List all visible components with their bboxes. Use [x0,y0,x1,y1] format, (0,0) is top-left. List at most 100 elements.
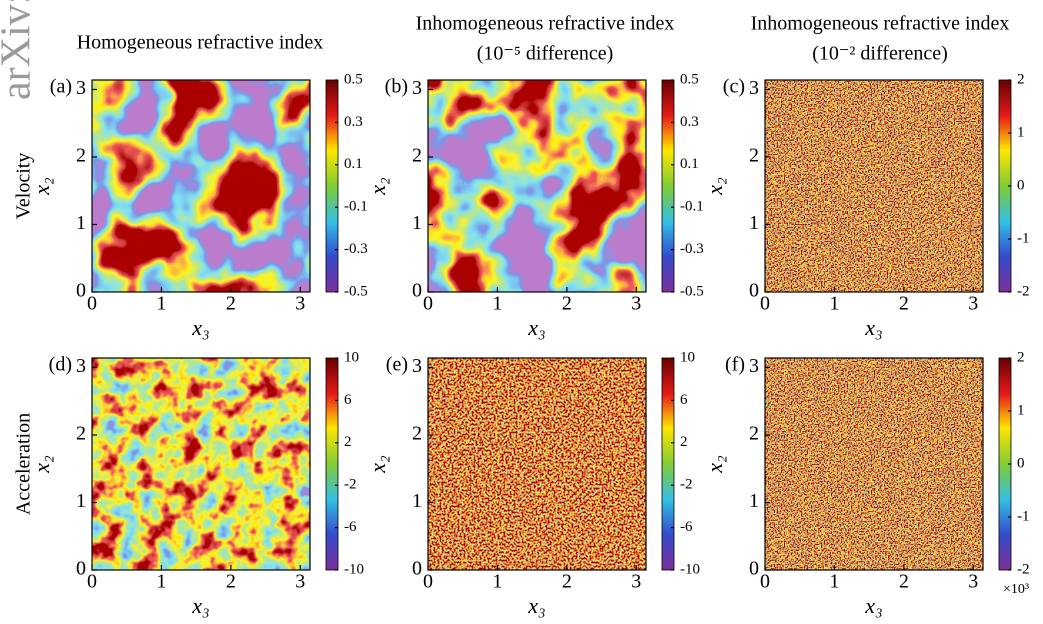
colorbar-tick-label: 0.5 [344,71,363,87]
colorbar-tick-label: 6 [680,392,688,408]
x-tick-label: 0 [423,571,433,593]
y-tick-label: 0 [749,280,759,302]
colorbar-tick-label: 0.1 [680,156,699,172]
colorbar-tick-label: -2 [680,477,693,493]
colorbar-tick-label: 0 [1017,177,1025,193]
x-tick-label: 2 [226,571,236,593]
colorbar-tick-label: -2 [344,477,357,493]
x-tick-label: 1 [156,293,166,315]
y-tick-label: 2 [412,423,422,445]
panel-label: (a) [50,76,72,98]
y-tick-label: 1 [749,212,759,234]
plot-frame [91,357,311,571]
x-tick-label: 2 [899,293,909,315]
colorbar-tick-label: -1 [1017,508,1030,524]
x-tick-label: 0 [760,293,770,315]
y-axis-label: x₂ [29,455,54,474]
colorbar-tick-label: 1 [1017,124,1025,140]
panel-label: (c) [723,76,745,98]
y-tick-label: 2 [749,145,759,167]
heatmap-image [428,80,646,292]
x-tick-label: 3 [295,293,305,315]
x-axis-label: x₃ [864,315,882,340]
column-title: Inhomogeneous refractive index [751,13,1010,35]
colorbar-tick-label: -0.5 [344,283,368,299]
colorbar-tick-label: -0.5 [680,283,704,299]
colorbar-multiplier: ×10³ [1003,582,1029,597]
colorbar-tick-label: -0.3 [344,241,368,257]
colorbar-tick-label: 2 [1017,349,1025,365]
plot-frame [764,357,984,571]
colorbar-tick-label: 0.1 [344,156,363,172]
plot-frame [91,79,311,293]
colorbar-tick-label: -1 [1017,230,1030,246]
y-axis-label: x₂ [365,455,390,474]
colorbar-tick-label: -10 [344,561,364,577]
colorbar-tick-label: -0.1 [344,199,368,215]
y-tick-label: 1 [76,212,86,234]
y-tick-label: 2 [749,423,759,445]
colorbar-tick-label: -6 [680,519,693,535]
y-tick-label: 3 [749,355,759,377]
heatmap-image [765,358,983,570]
colorbar-tick-label: 1 [1017,402,1025,418]
x-tick-label: 1 [829,293,839,315]
column-title: Inhomogeneous refractive index [416,13,675,35]
colorbar [325,357,339,571]
heatmap-image [92,80,310,292]
y-tick-label: 2 [76,145,86,167]
panel-label: (d) [49,354,72,376]
x-tick-label: 2 [226,293,236,315]
x-tick-label: 0 [423,293,433,315]
colorbar [661,79,675,293]
x-tick-label: 1 [492,293,502,315]
colorbar-tick-label: 0.5 [680,71,699,87]
y-tick-label: 1 [749,490,759,512]
watermark: arXiv:2 [0,0,40,100]
colorbar-tick-label: -0.3 [680,241,704,257]
x-axis-label: x₃ [191,315,209,340]
y-axis-label: x₂ [365,177,390,196]
y-tick-label: 2 [76,423,86,445]
x-tick-label: 2 [562,571,572,593]
y-tick-label: 1 [412,212,422,234]
y-tick-label: 1 [76,490,86,512]
colorbar-tick-label: 0.3 [680,114,699,130]
x-tick-label: 0 [87,571,97,593]
plot-frame [764,79,984,293]
x-tick-label: 1 [492,571,502,593]
colorbar-tick-label: 10 [680,349,695,365]
x-tick-label: 3 [631,571,641,593]
column-title: Homogeneous refractive index [77,32,324,54]
plot-frame [427,357,647,571]
x-tick-label: 0 [87,293,97,315]
column-title: (10⁻⁵ difference) [477,43,614,65]
y-tick-label: 3 [76,355,86,377]
colorbar-tick-label: -0.1 [680,199,704,215]
column-title: (10⁻² difference) [812,43,948,65]
colorbar-tick-label: 0.3 [344,114,363,130]
x-tick-label: 3 [631,293,641,315]
row-label: Velocity [13,153,35,220]
x-tick-label: 3 [295,571,305,593]
x-tick-label: 3 [968,571,978,593]
y-tick-label: 2 [412,145,422,167]
y-tick-label: 0 [412,280,422,302]
x-tick-label: 2 [899,571,909,593]
heatmap-image [92,358,310,570]
colorbar-tick-label: -2 [1017,283,1030,299]
x-axis-label: x₃ [527,315,545,340]
panel-label: (e) [386,354,408,376]
y-tick-label: 1 [412,490,422,512]
colorbar-tick-label: -6 [344,519,357,535]
colorbar-tick-label: 6 [344,392,352,408]
heatmap-image [428,358,646,570]
panel-label: (b) [385,76,408,98]
y-tick-label: 0 [749,558,759,580]
y-axis-label: x₂ [702,455,727,474]
x-axis-label: x₃ [191,593,209,618]
y-tick-label: 3 [412,355,422,377]
y-axis-label: x₂ [29,177,54,196]
colorbar-tick-label: 0 [1017,455,1025,471]
